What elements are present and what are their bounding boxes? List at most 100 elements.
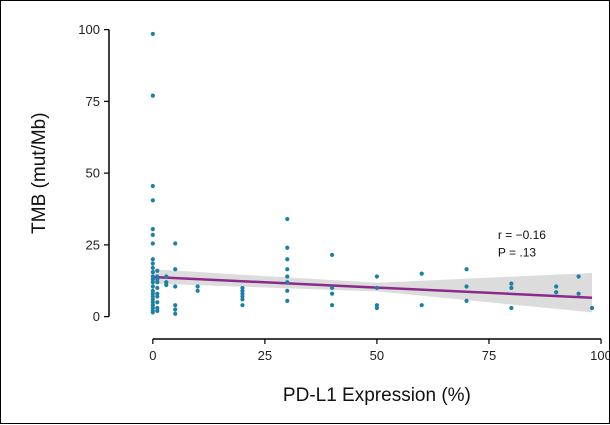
y-tick-label: 75 — [86, 94, 100, 109]
axes-layer: 0 25 50 75 100 0 25 50 75 100 — [78, 22, 610, 363]
data-point — [150, 291, 155, 296]
data-point — [155, 305, 160, 311]
data-point — [554, 290, 559, 295]
data-point — [150, 265, 155, 270]
data-point — [173, 311, 178, 316]
data-point — [155, 285, 160, 291]
data-point — [150, 284, 155, 289]
data-point — [240, 297, 245, 302]
data-point — [150, 303, 155, 308]
data-point — [240, 285, 245, 291]
data-point — [374, 285, 380, 291]
data-point — [155, 294, 160, 299]
data-point — [464, 284, 469, 289]
data-point — [285, 267, 290, 272]
data-point — [329, 252, 335, 258]
data-point — [576, 291, 581, 296]
data-point — [164, 282, 169, 288]
data-point — [150, 261, 155, 266]
x-tick-label: 50 — [370, 348, 384, 363]
data-point — [285, 257, 290, 262]
data-point — [173, 241, 178, 246]
data-point — [240, 288, 245, 293]
data-point — [150, 280, 155, 285]
data-point — [150, 310, 155, 315]
x-axis-title: PD-L1 Expression (%) — [283, 385, 471, 406]
data-point — [374, 274, 380, 279]
data-point — [285, 274, 290, 279]
y-tick-label: 0 — [93, 309, 100, 324]
y-tick-label: 100 — [78, 22, 100, 37]
data-point — [150, 277, 155, 282]
data-point — [150, 288, 155, 293]
y-tick-label: 50 — [86, 166, 100, 181]
data-point — [150, 232, 155, 237]
data-point — [464, 267, 469, 272]
data-point — [173, 303, 178, 308]
data-point — [155, 268, 160, 273]
data-point — [285, 245, 290, 250]
correlation-annotation: r = −0.16 — [498, 228, 546, 242]
data-point — [150, 294, 155, 299]
data-point — [419, 303, 424, 308]
data-point — [150, 241, 155, 246]
data-point — [329, 291, 335, 296]
regression-line-layer — [152, 275, 593, 299]
data-point — [195, 284, 200, 289]
data-point — [150, 183, 155, 189]
p-value-annotation: P = .13 — [498, 245, 536, 259]
data-point — [285, 216, 290, 222]
data-point — [155, 300, 160, 305]
confidence-band-layer — [152, 269, 593, 313]
data-point — [509, 281, 514, 286]
confidence-band — [152, 269, 593, 313]
data-point — [464, 298, 469, 303]
data-point — [240, 291, 245, 296]
data-point — [419, 271, 424, 276]
data-point — [329, 303, 335, 308]
data-points-layer — [150, 31, 595, 316]
data-point — [164, 280, 169, 285]
y-tick-label: 25 — [86, 237, 100, 252]
data-point — [150, 305, 155, 311]
data-point — [589, 305, 595, 311]
data-point — [576, 274, 581, 279]
data-point — [173, 267, 178, 272]
regression-line — [152, 275, 593, 299]
data-point — [374, 305, 380, 311]
data-point — [554, 284, 559, 289]
x-tick-label: 100 — [590, 348, 610, 363]
data-point — [150, 270, 155, 275]
data-point — [150, 198, 155, 203]
data-point — [329, 285, 335, 291]
data-point — [155, 274, 160, 279]
data-point — [150, 227, 155, 232]
data-point — [155, 280, 160, 285]
data-point — [150, 274, 155, 279]
x-tick-label: 25 — [258, 348, 272, 363]
data-point — [173, 307, 178, 312]
data-point — [173, 284, 178, 289]
data-point — [155, 291, 160, 296]
data-point — [195, 288, 200, 293]
data-point — [509, 285, 514, 291]
x-tick-label: 0 — [149, 348, 156, 363]
data-point — [150, 93, 155, 98]
data-point — [150, 31, 155, 37]
data-point — [285, 280, 290, 285]
data-point — [509, 305, 514, 311]
x-tick-label: 75 — [482, 348, 496, 363]
data-point — [164, 274, 169, 279]
data-point — [285, 298, 290, 303]
data-point — [285, 288, 290, 293]
data-point — [150, 300, 155, 305]
data-point — [374, 303, 380, 308]
y-axis-title: TMB (mut/Mb) — [29, 112, 50, 233]
data-point — [150, 257, 155, 262]
data-point — [150, 297, 155, 302]
data-point — [240, 303, 245, 308]
data-point — [240, 294, 245, 299]
data-point — [155, 277, 160, 282]
